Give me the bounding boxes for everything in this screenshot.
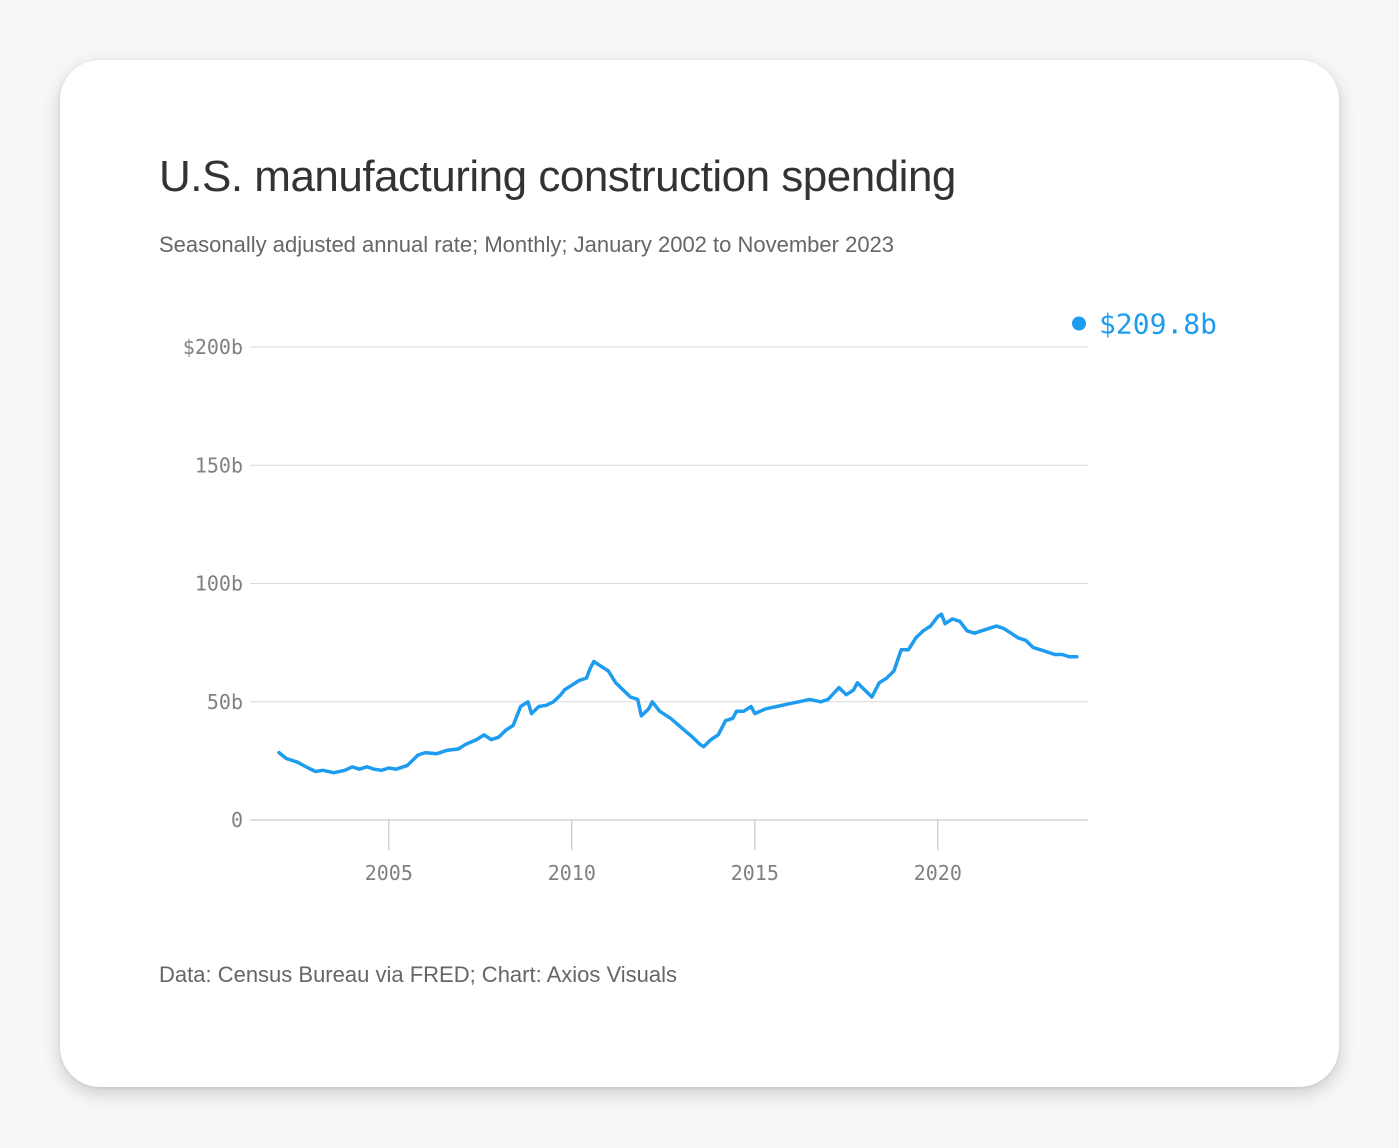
x-tick-label: 2020 bbox=[914, 861, 962, 885]
gridlines bbox=[250, 346, 1088, 821]
y-tick-label: 100b bbox=[195, 572, 243, 596]
series: $209.8b bbox=[277, 308, 1217, 775]
axes: 0 50b 100b 150b $200b 2005 2010 2015 2020 bbox=[183, 335, 962, 885]
series-line bbox=[277, 612, 1079, 775]
x-tick-label: 2005 bbox=[365, 861, 413, 885]
end-value-label: $209.8b bbox=[1099, 308, 1217, 341]
x-tick-label: 2010 bbox=[548, 861, 596, 885]
y-tick-label: 50b bbox=[207, 690, 243, 714]
end-point-marker bbox=[1072, 316, 1086, 331]
chart-title: U.S. manufacturing construction spending bbox=[159, 152, 956, 201]
chart-card: U.S. manufacturing construction spending… bbox=[60, 60, 1339, 1087]
chart-source: Data: Census Bureau via FRED; Chart: Axi… bbox=[159, 962, 678, 987]
y-tick-label: 0 bbox=[231, 808, 243, 832]
x-tick-label: 2015 bbox=[731, 861, 779, 885]
chart-subtitle: Seasonally adjusted annual rate; Monthly… bbox=[159, 232, 895, 257]
y-tick-label: $200b bbox=[183, 335, 243, 359]
y-tick-label: 150b bbox=[195, 453, 243, 477]
